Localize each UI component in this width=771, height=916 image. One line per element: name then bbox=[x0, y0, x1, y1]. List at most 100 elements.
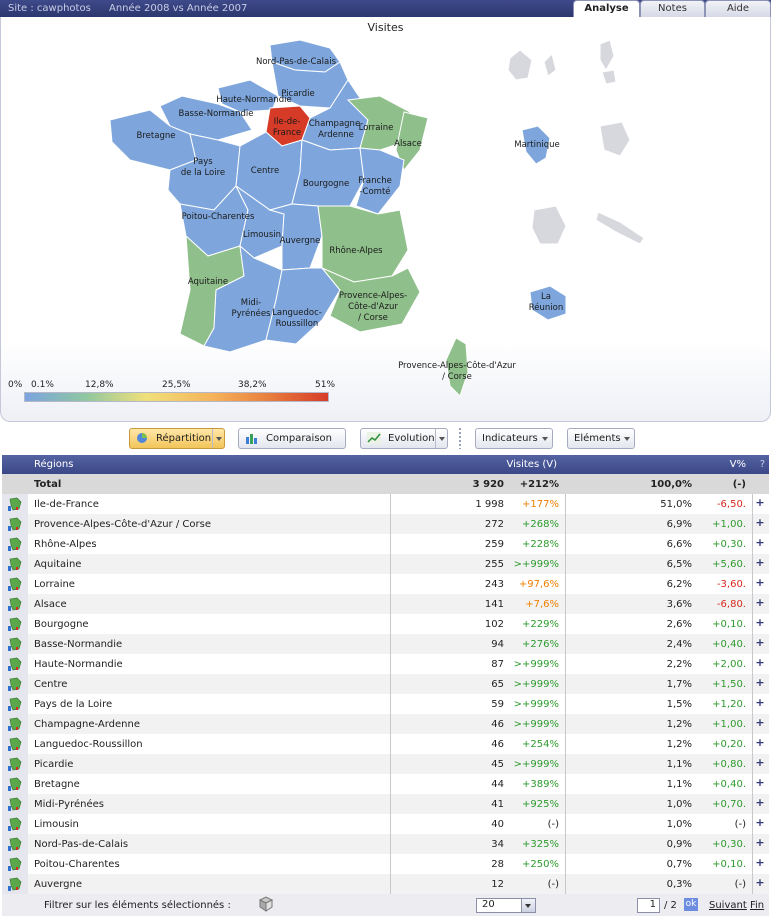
region-map-icon[interactable] bbox=[7, 817, 22, 831]
region-map-icon[interactable] bbox=[7, 837, 22, 851]
region-map-icon[interactable] bbox=[7, 677, 22, 691]
expand-plus-icon[interactable]: + bbox=[755, 636, 765, 649]
region-map-icon[interactable] bbox=[7, 877, 22, 891]
expand-plus-icon[interactable]: + bbox=[755, 596, 765, 609]
region-corse[interactable] bbox=[445, 337, 469, 397]
header-visites[interactable]: Visites (V) bbox=[506, 459, 558, 470]
region-map-icon[interactable] bbox=[7, 497, 22, 511]
table-row[interactable]: Limousin 40 (-) 1,0% (-) + bbox=[2, 814, 769, 834]
table-row[interactable]: Champagne-Ardenne 46 >+999% 1,2% +1,00. + bbox=[2, 714, 769, 734]
region-bourgogne[interactable] bbox=[291, 139, 365, 207]
region-name[interactable]: Provence-Alpes-Côte-d'Azur / Corse bbox=[34, 519, 211, 530]
help-icon[interactable]: ? bbox=[759, 459, 765, 470]
region-map-icon[interactable] bbox=[7, 777, 22, 791]
table-row[interactable]: Centre 65 >+999% 1,7% +1,50. + bbox=[2, 674, 769, 694]
region-name[interactable]: Aquitaine bbox=[34, 559, 82, 570]
table-row[interactable]: Nord-Pas-de-Calais 34 +325% 0,9% +0,30. + bbox=[2, 834, 769, 854]
repartition-button[interactable]: Répartition bbox=[129, 428, 225, 449]
expand-plus-icon[interactable]: + bbox=[755, 716, 765, 729]
region-name[interactable]: Bourgogne bbox=[34, 619, 89, 630]
region-name[interactable]: Pays de la Loire bbox=[34, 699, 113, 710]
evolution-dropdown-icon[interactable] bbox=[435, 429, 447, 448]
region-map-icon[interactable] bbox=[7, 857, 22, 871]
region-lorraine[interactable] bbox=[346, 95, 411, 151]
region-name[interactable]: Limousin bbox=[34, 819, 79, 830]
tab-aide[interactable]: Aide bbox=[705, 0, 771, 17]
header-regions[interactable]: Régions bbox=[34, 459, 74, 470]
region-name[interactable]: Haute-Normandie bbox=[34, 659, 123, 670]
region-map-icon[interactable] bbox=[7, 757, 22, 771]
expand-plus-icon[interactable]: + bbox=[755, 776, 765, 789]
table-row[interactable]: Lorraine 243 +97,6% 6,2% -3,60. + bbox=[2, 574, 769, 594]
region-name[interactable]: Ile-de-France bbox=[34, 499, 99, 510]
expand-plus-icon[interactable]: + bbox=[755, 516, 765, 529]
expand-plus-icon[interactable]: + bbox=[755, 616, 765, 629]
region-rhone-alpes[interactable] bbox=[317, 205, 409, 283]
region-map-icon[interactable] bbox=[7, 717, 22, 731]
region-name[interactable]: Poitou-Charentes bbox=[34, 859, 120, 870]
table-row[interactable]: Pays de la Loire 59 >+999% 1,5% +1,20. + bbox=[2, 694, 769, 714]
region-map-icon[interactable] bbox=[7, 637, 22, 651]
expand-plus-icon[interactable]: + bbox=[755, 556, 765, 569]
region-map-icon[interactable] bbox=[7, 737, 22, 751]
region-alsace[interactable] bbox=[395, 111, 429, 171]
table-row[interactable]: Basse-Normandie 94 +276% 2,4% +0,40. + bbox=[2, 634, 769, 654]
region-name[interactable]: Picardie bbox=[34, 759, 74, 770]
region-name[interactable]: Languedoc-Roussillon bbox=[34, 739, 143, 750]
expand-plus-icon[interactable]: + bbox=[755, 656, 765, 669]
region-name[interactable]: Centre bbox=[34, 679, 68, 690]
last-page-link[interactable]: Fin bbox=[750, 900, 765, 911]
region-name[interactable]: Nord-Pas-de-Calais bbox=[34, 839, 129, 850]
evolution-button[interactable]: Evolution bbox=[360, 428, 448, 449]
region-map-icon[interactable] bbox=[7, 697, 22, 711]
table-row[interactable]: Provence-Alpes-Côte-d'Azur / Corse 272 +26… bbox=[2, 514, 769, 534]
region-name[interactable]: Midi-Pyrénées bbox=[34, 799, 104, 810]
expand-plus-icon[interactable]: + bbox=[755, 496, 765, 509]
table-row[interactable]: Bretagne 44 +389% 1,1% +0,40. + bbox=[2, 774, 769, 794]
region-map-icon[interactable] bbox=[7, 797, 22, 811]
region-map-icon[interactable] bbox=[7, 597, 22, 611]
table-row[interactable]: Ile-de-France 1 998 +177% 51,0% -6,50. + bbox=[2, 494, 769, 514]
elements-button[interactable]: Eléments bbox=[567, 428, 635, 449]
region-map-icon[interactable] bbox=[7, 657, 22, 671]
region-name[interactable]: Rhône-Alpes bbox=[34, 539, 97, 550]
table-row[interactable]: Alsace 141 +7,6% 3,6% -6,80. + bbox=[2, 594, 769, 614]
expand-plus-icon[interactable]: + bbox=[755, 536, 765, 549]
region-name[interactable]: Lorraine bbox=[34, 579, 75, 590]
table-row[interactable]: Languedoc-Roussillon 46 +254% 1,2% +0,20. + bbox=[2, 734, 769, 754]
region-name[interactable]: Basse-Normandie bbox=[34, 639, 123, 650]
page-input[interactable]: 1 bbox=[637, 898, 660, 913]
comparaison-button[interactable]: Comparaison bbox=[238, 428, 346, 449]
expand-plus-icon[interactable]: + bbox=[755, 816, 765, 829]
expand-plus-icon[interactable]: + bbox=[755, 876, 765, 889]
expand-plus-icon[interactable]: + bbox=[755, 576, 765, 589]
tab-analyse[interactable]: Analyse bbox=[573, 0, 640, 18]
expand-plus-icon[interactable]: + bbox=[755, 856, 765, 869]
table-row[interactable]: Aquitaine 255 >+999% 6,5% +5,60. + bbox=[2, 554, 769, 574]
expand-plus-icon[interactable]: + bbox=[755, 796, 765, 809]
region-map-icon[interactable] bbox=[7, 577, 22, 591]
expand-plus-icon[interactable]: + bbox=[755, 756, 765, 769]
table-row[interactable]: Poitou-Charentes 28 +250% 0,7% +0,10. + bbox=[2, 854, 769, 874]
table-row[interactable]: Midi-Pyrénées 41 +925% 1,0% +0,70. + bbox=[2, 794, 769, 814]
table-row[interactable]: Picardie 45 >+999% 1,1% +0,80. + bbox=[2, 754, 769, 774]
filter-icon[interactable] bbox=[258, 896, 274, 912]
region-name[interactable]: Auvergne bbox=[34, 879, 83, 890]
table-row[interactable]: Auvergne 12 (-) 0,3% (-) + bbox=[2, 874, 769, 894]
region-martinique[interactable] bbox=[521, 125, 551, 165]
indicateurs-button[interactable]: Indicateurs bbox=[475, 428, 553, 449]
tab-notes[interactable]: Notes bbox=[640, 0, 705, 17]
region-name[interactable]: Alsace bbox=[34, 599, 67, 610]
region-map-icon[interactable] bbox=[7, 537, 22, 551]
table-row[interactable]: Bourgogne 102 +229% 2,6% +0,10. + bbox=[2, 614, 769, 634]
chevron-down-icon[interactable] bbox=[521, 899, 535, 912]
table-row[interactable]: Rhône-Alpes 259 +228% 6,6% +0,30. + bbox=[2, 534, 769, 554]
expand-plus-icon[interactable]: + bbox=[755, 676, 765, 689]
region-name[interactable]: Champagne-Ardenne bbox=[34, 719, 140, 730]
table-row[interactable]: Haute-Normandie 87 >+999% 2,2% +2,00. + bbox=[2, 654, 769, 674]
region-name[interactable]: Bretagne bbox=[34, 779, 80, 790]
repartition-dropdown-icon[interactable] bbox=[212, 429, 224, 448]
expand-plus-icon[interactable]: + bbox=[755, 696, 765, 709]
expand-plus-icon[interactable]: + bbox=[755, 836, 765, 849]
header-vpct[interactable]: V% bbox=[729, 459, 746, 470]
